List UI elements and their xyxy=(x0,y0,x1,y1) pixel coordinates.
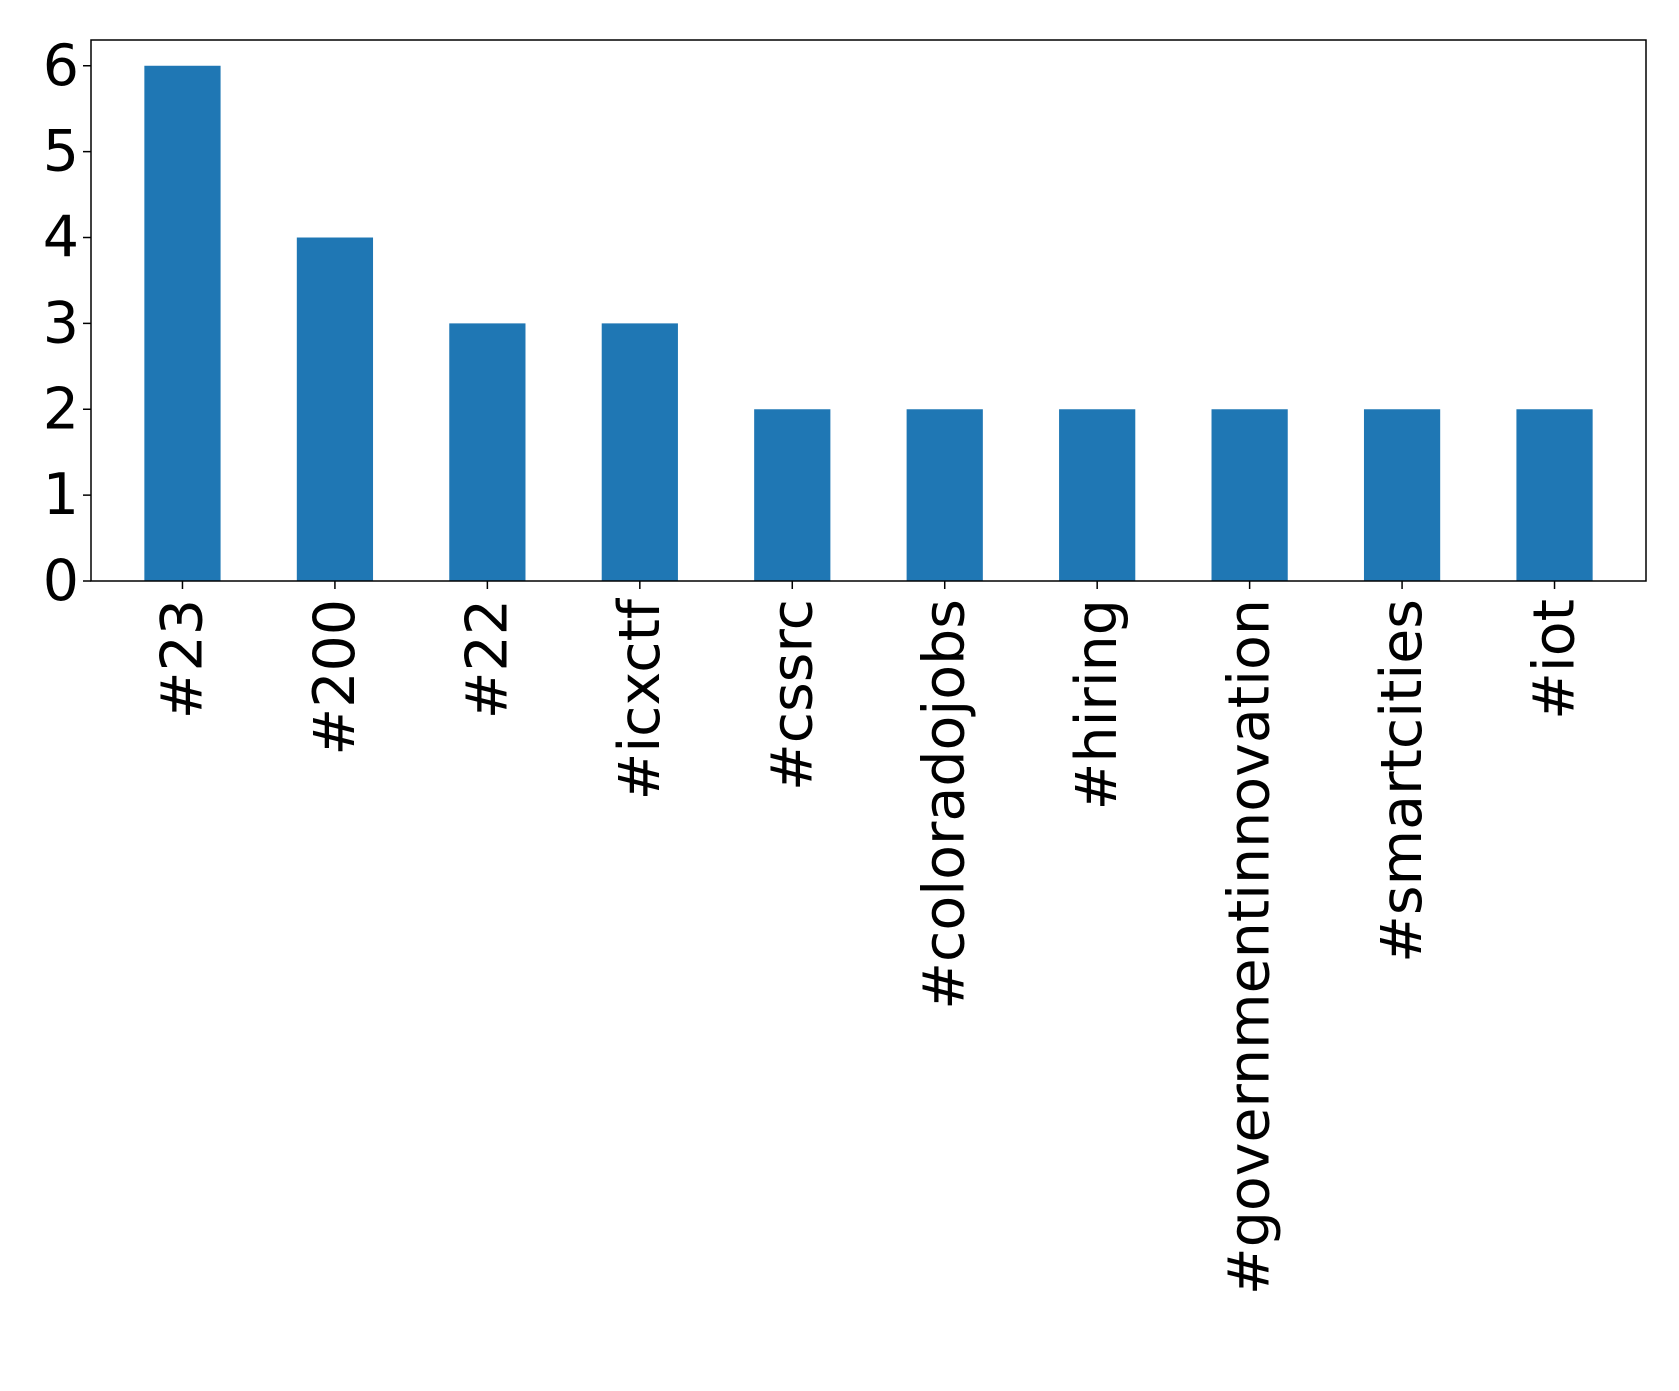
x-tick-label: #200 xyxy=(302,599,368,756)
x-tick-label: #22 xyxy=(454,599,520,719)
plot-frame xyxy=(90,39,1647,582)
bar-iot xyxy=(1516,409,1593,581)
bars-group xyxy=(144,65,1593,581)
x-axis: #23 #200 #22 #icxctf #cssrc #coloradojobs #hir… xyxy=(149,581,1588,1295)
bar-hiring xyxy=(1059,409,1136,581)
x-tick-label: #smartcities xyxy=(1369,599,1435,963)
y-tick-label: 5 xyxy=(43,119,79,185)
bar-icxctf xyxy=(601,323,678,581)
y-tick-label: 1 xyxy=(43,462,79,528)
y-tick-label: 0 xyxy=(43,548,79,614)
x-tick-label: #hiring xyxy=(1064,599,1130,810)
x-tick-label: #23 xyxy=(149,599,215,719)
bar-22 xyxy=(449,323,526,581)
x-tick-label: #iot xyxy=(1522,599,1588,720)
bar-smartcities xyxy=(1363,409,1441,581)
x-tick-label: #coloradojobs xyxy=(912,599,978,1010)
bar-cssrc xyxy=(754,409,831,581)
bar-200 xyxy=(296,237,374,581)
x-tick-label: #icxctf xyxy=(607,597,673,800)
y-tick-label: 4 xyxy=(43,205,79,271)
y-tick-label: 6 xyxy=(43,33,79,99)
bar-23 xyxy=(144,65,221,581)
x-tick-label: #cssrc xyxy=(759,599,825,791)
bar-governmentinnovation xyxy=(1211,409,1288,581)
y-tick-label: 3 xyxy=(43,290,79,356)
bar-coloradojobs xyxy=(906,409,983,581)
x-tick-label: #governmentinnovation xyxy=(1217,599,1283,1295)
y-axis: 0 1 2 3 4 5 6 xyxy=(43,33,91,614)
y-tick-label: 2 xyxy=(43,376,79,442)
